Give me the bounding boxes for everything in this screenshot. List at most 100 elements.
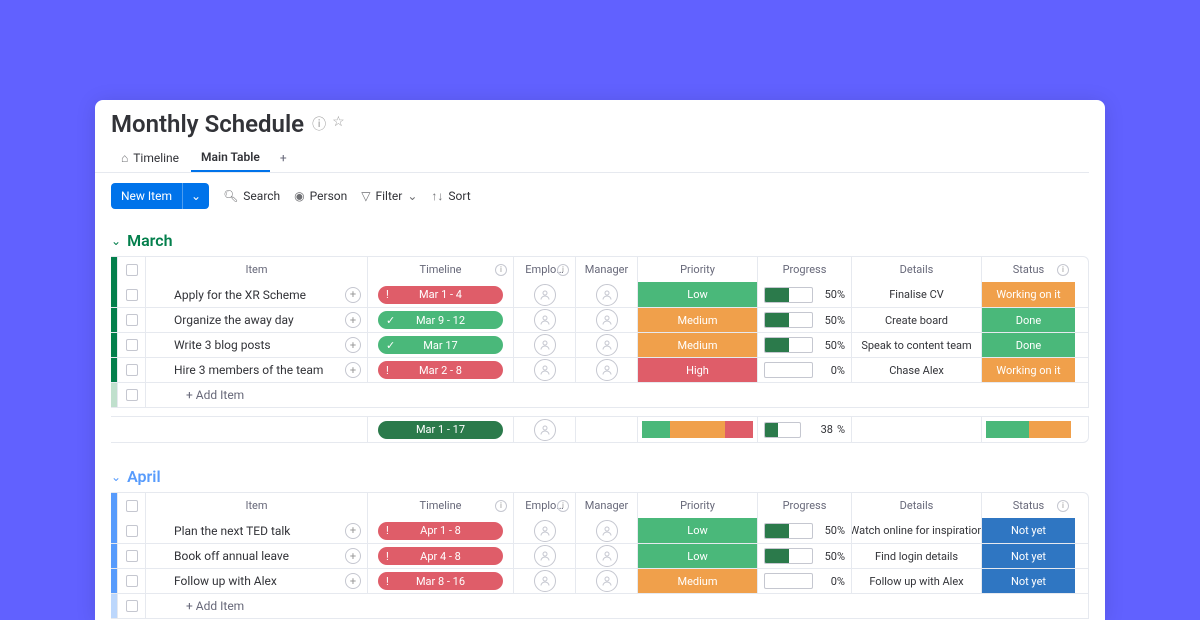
manager-cell[interactable]: [575, 308, 637, 332]
col-status[interactable]: Statusi: [981, 493, 1075, 518]
table-row[interactable]: Book off annual leave+ !Apr 4 - 8 Low 50…: [111, 543, 1088, 568]
col-progress[interactable]: Progress: [757, 257, 851, 282]
item-cell[interactable]: Hire 3 members of the team+: [145, 358, 367, 382]
details-cell[interactable]: Follow up with Alex: [851, 569, 981, 593]
tab-main-table[interactable]: Main Table: [191, 144, 270, 172]
row-checkbox[interactable]: [117, 544, 145, 568]
row-checkbox[interactable]: [117, 308, 145, 332]
filter-button[interactable]: ▽Filter⌄: [361, 189, 417, 203]
item-cell[interactable]: Follow up with Alex+: [145, 569, 367, 593]
progress-cell[interactable]: 50%: [757, 333, 851, 357]
group-header[interactable]: ⌄ March: [111, 231, 1089, 250]
select-all[interactable]: [117, 257, 145, 282]
info-icon[interactable]: i: [1057, 264, 1069, 276]
col-timeline[interactable]: Timelinei: [367, 257, 513, 282]
progress-cell[interactable]: 50%: [757, 282, 851, 307]
priority-cell[interactable]: Medium: [637, 569, 757, 593]
col-manager[interactable]: Manager: [575, 257, 637, 282]
timeline-cell[interactable]: !Mar 8 - 16: [367, 569, 513, 593]
table-row[interactable]: Apply for the XR Scheme+ !Mar 1 - 4 Low …: [111, 282, 1088, 307]
details-cell[interactable]: Speak to content team: [851, 333, 981, 357]
row-checkbox[interactable]: [117, 282, 145, 307]
item-cell[interactable]: Apply for the XR Scheme+: [145, 282, 367, 307]
status-cell[interactable]: Not yet: [981, 569, 1075, 593]
col-status[interactable]: Statusi: [981, 257, 1075, 282]
details-cell[interactable]: Find login details: [851, 544, 981, 568]
col-manager[interactable]: Manager: [575, 493, 637, 518]
manager-cell[interactable]: [575, 569, 637, 593]
item-cell[interactable]: Write 3 blog posts+: [145, 333, 367, 357]
employee-cell[interactable]: [513, 358, 575, 382]
row-checkbox[interactable]: [117, 518, 145, 543]
col-details[interactable]: Details: [851, 257, 981, 282]
employee-cell[interactable]: [513, 569, 575, 593]
col-employee[interactable]: Emplo…i: [513, 257, 575, 282]
manager-cell[interactable]: [575, 282, 637, 307]
info-icon[interactable]: i: [557, 500, 569, 512]
info-icon[interactable]: i: [495, 264, 507, 276]
table-row[interactable]: Follow up with Alex+ !Mar 8 - 16 Medium …: [111, 568, 1088, 593]
manager-cell[interactable]: [575, 518, 637, 543]
summary-employee[interactable]: [513, 417, 575, 442]
status-cell[interactable]: Done: [981, 308, 1075, 332]
details-cell[interactable]: Watch online for inspiration: [851, 518, 981, 543]
employee-cell[interactable]: [513, 333, 575, 357]
info-icon[interactable]: i: [1057, 500, 1069, 512]
add-item-row[interactable]: + Add Item: [111, 382, 1088, 407]
sort-button[interactable]: ↑↓Sort: [431, 189, 470, 203]
expand-icon[interactable]: +: [345, 312, 361, 328]
tab-timeline[interactable]: ⌂ Timeline: [111, 145, 189, 171]
person-button[interactable]: ◉Person: [294, 189, 347, 203]
priority-cell[interactable]: Medium: [637, 333, 757, 357]
select-all[interactable]: [117, 493, 145, 518]
priority-cell[interactable]: High: [637, 358, 757, 382]
timeline-cell[interactable]: ✓Mar 9 - 12: [367, 308, 513, 332]
manager-cell[interactable]: [575, 544, 637, 568]
expand-icon[interactable]: +: [345, 287, 361, 303]
status-cell[interactable]: Done: [981, 333, 1075, 357]
expand-icon[interactable]: +: [345, 548, 361, 564]
employee-cell[interactable]: [513, 518, 575, 543]
group-header[interactable]: ⌄ April: [111, 467, 1089, 486]
expand-icon[interactable]: +: [345, 362, 361, 378]
col-employee[interactable]: Emplo…i: [513, 493, 575, 518]
progress-cell[interactable]: 50%: [757, 518, 851, 543]
table-row[interactable]: Hire 3 members of the team+ !Mar 2 - 8 H…: [111, 357, 1088, 382]
item-cell[interactable]: Plan the next TED talk+: [145, 518, 367, 543]
add-item-label[interactable]: + Add Item: [145, 383, 1088, 407]
expand-icon[interactable]: +: [345, 337, 361, 353]
info-icon[interactable]: ⓘ: [312, 114, 326, 134]
col-progress[interactable]: Progress: [757, 493, 851, 518]
employee-cell[interactable]: [513, 282, 575, 307]
chevron-down-icon[interactable]: ⌄: [111, 234, 121, 248]
priority-cell[interactable]: Low: [637, 518, 757, 543]
info-icon[interactable]: i: [557, 264, 569, 276]
timeline-cell[interactable]: !Apr 1 - 8: [367, 518, 513, 543]
details-cell[interactable]: Create board: [851, 308, 981, 332]
col-item[interactable]: Item: [145, 257, 367, 282]
item-cell[interactable]: Organize the away day+: [145, 308, 367, 332]
col-details[interactable]: Details: [851, 493, 981, 518]
row-checkbox[interactable]: [117, 358, 145, 382]
priority-cell[interactable]: Medium: [637, 308, 757, 332]
col-priority[interactable]: Priority: [637, 257, 757, 282]
employee-cell[interactable]: [513, 308, 575, 332]
table-row[interactable]: Plan the next TED talk+ !Apr 1 - 8 Low 5…: [111, 518, 1088, 543]
status-cell[interactable]: Not yet: [981, 518, 1075, 543]
employee-cell[interactable]: [513, 544, 575, 568]
manager-cell[interactable]: [575, 333, 637, 357]
timeline-cell[interactable]: !Apr 4 - 8: [367, 544, 513, 568]
priority-cell[interactable]: Low: [637, 282, 757, 307]
add-item-label[interactable]: + Add Item: [145, 594, 1088, 618]
progress-cell[interactable]: 50%: [757, 308, 851, 332]
expand-icon[interactable]: +: [345, 573, 361, 589]
details-cell[interactable]: Finalise CV: [851, 282, 981, 307]
chevron-down-icon[interactable]: ⌄: [182, 183, 209, 209]
progress-cell[interactable]: 0%: [757, 569, 851, 593]
star-icon[interactable]: ☆: [332, 114, 345, 134]
table-row[interactable]: Write 3 blog posts+ ✓Mar 17 Medium 50% S…: [111, 332, 1088, 357]
item-cell[interactable]: Book off annual leave+: [145, 544, 367, 568]
chevron-down-icon[interactable]: ⌄: [111, 470, 121, 484]
status-cell[interactable]: Not yet: [981, 544, 1075, 568]
timeline-cell[interactable]: !Mar 1 - 4: [367, 282, 513, 307]
